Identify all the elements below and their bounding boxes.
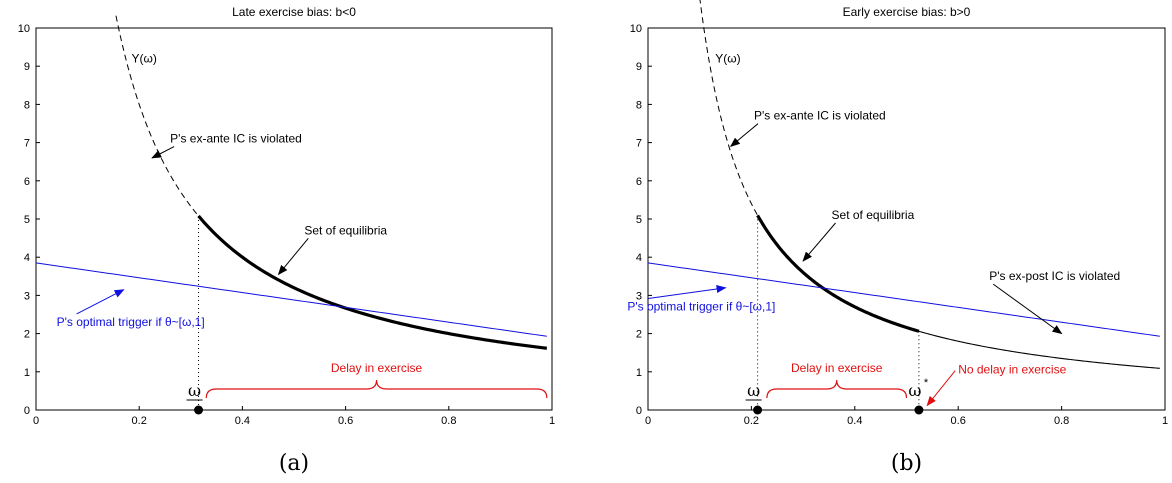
x-tick-label: 0.4 [235, 415, 250, 427]
series-blue [647, 262, 1160, 337]
annotation-label: No delay in exercise [958, 363, 1066, 377]
y-tick-label: 8 [636, 99, 642, 111]
annotation-arrow [802, 222, 836, 262]
annotation-label: P's optimal trigger if θ~[ω,1] [627, 300, 775, 314]
curve-label: Y(ω) [131, 51, 156, 65]
y-tick-label: 6 [24, 176, 30, 188]
annotation-label: Set of equilibria [304, 223, 387, 237]
annotation-label: P's ex-post IC is violated [989, 269, 1120, 283]
annotation-arrow [926, 370, 956, 407]
panel-caption: (b) [891, 451, 922, 476]
annotation-arrow [151, 146, 175, 159]
y-tick-label: 10 [630, 23, 642, 35]
annotation-arrow [647, 285, 727, 300]
y-tick-label: 9 [24, 61, 30, 73]
brace [766, 379, 908, 399]
x-tick-label: 1 [549, 415, 555, 427]
brace-label: Delay in exercise [791, 361, 883, 375]
annotation-label: P's ex-ante IC is violated [170, 132, 302, 146]
series-dashed [699, 0, 759, 216]
y-tick-label: 1 [636, 367, 642, 379]
y-tick-label: 4 [24, 252, 30, 264]
y-tick-label: 5 [636, 214, 642, 226]
x-tick-label: 0.8 [1054, 415, 1069, 427]
omega-low-label: ω [747, 381, 760, 400]
y-tick-label: 2 [636, 329, 642, 341]
annotation-arrow [277, 237, 309, 276]
y-tick-label: 0 [24, 405, 30, 417]
plot-frame [35, 27, 553, 411]
omega-low-label: ω [188, 381, 201, 400]
x-tick-label: 0.6 [951, 415, 966, 427]
annotation-label: P's optimal trigger if θ~[ω,1] [57, 315, 205, 329]
y-tick-label: 4 [636, 252, 642, 264]
axis-point [753, 405, 763, 415]
series-blue [35, 262, 547, 337]
y-tick-label: 7 [636, 138, 642, 150]
x-tick-label: 0.2 [744, 415, 759, 427]
series-thin [918, 330, 1160, 369]
axis-point [914, 405, 924, 415]
curve-label: Y(ω) [715, 51, 740, 65]
y-tick-label: 2 [24, 329, 30, 341]
y-tick-label: 5 [24, 214, 30, 226]
series-dashed [115, 15, 199, 217]
panel-caption: (a) [279, 451, 309, 476]
brace-label: Delay in exercise [331, 361, 423, 375]
x-tick-label: 0 [33, 415, 39, 427]
omega-star-label: ω [908, 381, 921, 400]
x-tick-label: 0.2 [132, 415, 147, 427]
series-thick [197, 214, 548, 350]
y-tick-label: 10 [18, 23, 30, 35]
y-tick-label: 3 [24, 290, 30, 302]
annotation-arrow [729, 123, 759, 148]
x-tick-label: 0.6 [338, 415, 353, 427]
brace [205, 379, 548, 399]
omega-star-sup: * [924, 377, 929, 389]
annotation-arrow [76, 289, 125, 315]
chart-title: Late exercise bias: b<0 [232, 5, 356, 19]
annotation-label: P's ex-ante IC is violated [754, 109, 886, 123]
y-tick-label: 7 [24, 138, 30, 150]
axis-point [194, 405, 204, 415]
y-tick-label: 9 [636, 61, 642, 73]
annotation-arrow [992, 283, 1063, 335]
y-tick-label: 6 [636, 176, 642, 188]
x-tick-label: 0.4 [847, 415, 862, 427]
chart-title: Early exercise bias: b>0 [843, 5, 971, 19]
x-tick-label: 1 [1162, 415, 1168, 427]
y-tick-label: 8 [24, 99, 30, 111]
y-tick-label: 0 [636, 405, 642, 417]
x-tick-label: 0.8 [441, 415, 456, 427]
x-tick-label: 0 [645, 415, 651, 427]
annotation-label: Set of equilibria [832, 208, 915, 222]
y-tick-label: 3 [636, 290, 642, 302]
y-tick-label: 1 [24, 367, 30, 379]
series-thick [756, 214, 920, 333]
